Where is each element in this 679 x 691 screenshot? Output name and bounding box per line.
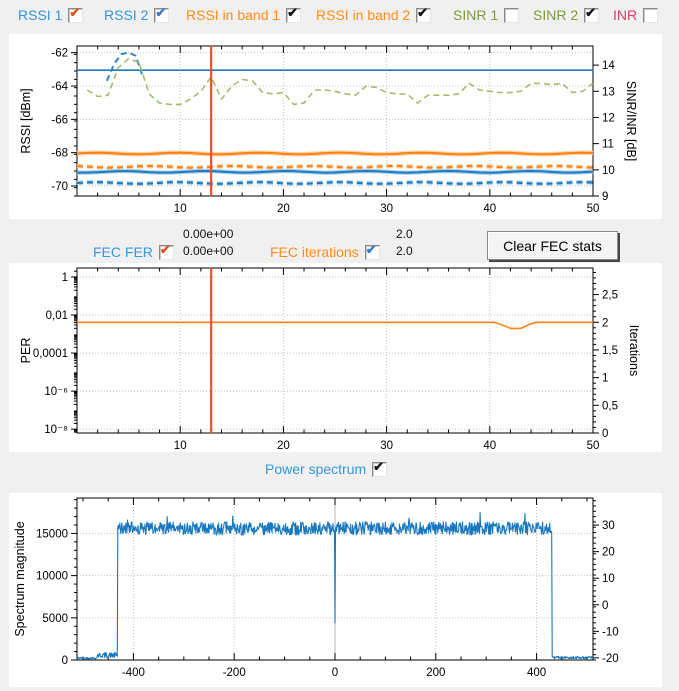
svg-text:10000: 10000 — [36, 571, 68, 583]
sinr-1-checkbox[interactable] — [504, 7, 520, 23]
fec-iterations-label: FEC iterations — [270, 244, 359, 260]
svg-text:200: 200 — [426, 667, 445, 679]
svg-text:0: 0 — [62, 655, 68, 667]
sinr-2-checkbox[interactable] — [584, 5, 600, 23]
svg-text:1: 1 — [62, 272, 68, 284]
rssi-in-band-1-checkbox[interactable] — [286, 5, 302, 23]
toggle-inr: INR — [613, 6, 659, 24]
svg-text:1,5: 1,5 — [602, 345, 618, 357]
svg-text:-400: -400 — [122, 667, 145, 679]
svg-text:20: 20 — [602, 547, 615, 559]
spectrum-chart: -400 -200 0 200 400 0 5000 10000 15000 -20 -10 0 10 2… — [8, 492, 663, 688]
fec-chart: 10 20 30 40 50 1 0,01 0,0001 10⁻⁶ 10⁻⁸ 0 0,5 1 1,5 2 2,… — [8, 262, 663, 453]
inr-checkbox[interactable] — [643, 7, 659, 23]
svg-text:0: 0 — [332, 667, 338, 679]
svg-text:14: 14 — [602, 60, 615, 72]
inr-label: INR — [613, 7, 638, 23]
svg-text:RSSI [dBm]: RSSI [dBm] — [19, 88, 33, 153]
svg-text:-70: -70 — [51, 181, 68, 193]
sinr-1-label: SINR 1 — [453, 7, 499, 23]
toggle-rssi-in-band-2: RSSI in band 2 — [316, 5, 432, 24]
svg-text:40: 40 — [483, 203, 496, 215]
toggle-sinr-2: SINR 2 — [533, 5, 600, 24]
svg-text:10⁻⁸: 10⁻⁸ — [44, 424, 68, 436]
svg-text:10: 10 — [174, 440, 187, 452]
power-spectrum-checkbox[interactable] — [372, 459, 388, 477]
svg-text:9: 9 — [602, 191, 608, 203]
rssi-1-checkbox[interactable] — [68, 5, 84, 23]
rssi-1-label: RSSI 1 — [18, 7, 63, 23]
power-spectrum-label: Power spectrum — [265, 461, 367, 477]
clear-fec-stats-button[interactable]: Clear FEC stats — [487, 231, 618, 260]
svg-text:50: 50 — [587, 440, 600, 452]
svg-text:20: 20 — [277, 203, 290, 215]
toggle-power-spectrum: Power spectrum — [265, 459, 388, 478]
rssi-2-label: RSSI 2 — [104, 7, 149, 23]
svg-text:Spectrum magnitude: Spectrum magnitude — [13, 521, 27, 636]
toggle-rssi-2: RSSI 2 — [104, 5, 170, 24]
svg-text:10: 10 — [602, 573, 615, 585]
fec-iterations-checkbox[interactable] — [364, 242, 380, 260]
fec-iterations-value-top: 2.0 — [396, 227, 413, 241]
toggle-rssi-1: RSSI 1 — [18, 5, 84, 24]
svg-text:2: 2 — [602, 317, 608, 329]
svg-text:PER: PER — [19, 338, 33, 364]
fec-fer-checkbox[interactable] — [158, 242, 174, 260]
svg-text:-68: -68 — [51, 148, 68, 160]
svg-text:-200: -200 — [223, 667, 246, 679]
svg-text:11: 11 — [602, 139, 614, 151]
svg-text:12: 12 — [602, 112, 615, 124]
svg-text:-66: -66 — [51, 114, 68, 126]
fec-fer-value-bottom: 0.00e+00 — [183, 244, 234, 258]
svg-text:0: 0 — [602, 428, 608, 440]
rssi-chart: 10 20 30 40 50 -62 -64 -66 -68 -70 9 10 11 12 13 14 RSSI… — [8, 33, 663, 220]
svg-text:20: 20 — [277, 440, 290, 452]
rssi-in-band-1-label: RSSI in band 1 — [186, 7, 281, 23]
svg-text:0,01: 0,01 — [46, 310, 68, 322]
svg-text:30: 30 — [602, 520, 615, 532]
svg-text:30: 30 — [380, 440, 393, 452]
svg-text:13: 13 — [602, 86, 615, 98]
fec-iterations-value-bottom: 2.0 — [396, 244, 413, 258]
rssi-2-checkbox[interactable] — [154, 5, 170, 23]
svg-text:-10: -10 — [602, 626, 619, 638]
svg-text:10: 10 — [602, 165, 615, 177]
svg-text:0,0001: 0,0001 — [33, 348, 68, 360]
svg-text:-20: -20 — [602, 653, 619, 665]
svg-text:400: 400 — [527, 667, 546, 679]
svg-text:1: 1 — [602, 373, 608, 385]
svg-text:30: 30 — [380, 203, 393, 215]
svg-text:10: 10 — [174, 203, 187, 215]
svg-text:Iterations: Iterations — [627, 325, 641, 376]
svg-text:40: 40 — [483, 440, 496, 452]
sinr-2-label: SINR 2 — [533, 7, 579, 23]
svg-text:0: 0 — [602, 600, 608, 612]
svg-text:-64: -64 — [51, 81, 68, 93]
rssi-in-band-2-label: RSSI in band 2 — [316, 7, 411, 23]
svg-text:SINR/INR [dB]: SINR/INR [dB] — [624, 81, 638, 162]
toggle-fec-iterations: FEC iterations — [270, 242, 380, 261]
toggle-fec-fer: FEC FER — [93, 242, 174, 261]
svg-text:5000: 5000 — [42, 613, 68, 625]
toggle-rssi-in-band-1: RSSI in band 1 — [186, 5, 302, 24]
svg-text:10⁻⁶: 10⁻⁶ — [44, 386, 68, 398]
svg-text:2,5: 2,5 — [602, 290, 618, 302]
rssi-in-band-2-checkbox[interactable] — [416, 5, 432, 23]
fec-fer-value-top: 0.00e+00 — [183, 227, 234, 241]
svg-text:-62: -62 — [51, 48, 68, 60]
svg-text:15000: 15000 — [36, 528, 68, 540]
fec-fer-label: FEC FER — [93, 244, 153, 260]
toggle-sinr-1: SINR 1 — [453, 6, 520, 24]
svg-text:0,5: 0,5 — [602, 400, 618, 412]
svg-text:50: 50 — [587, 203, 600, 215]
